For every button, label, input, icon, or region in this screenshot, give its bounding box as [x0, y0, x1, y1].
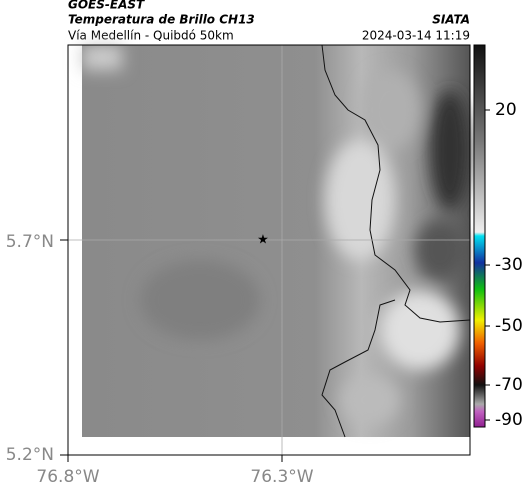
imagery — [82, 44, 471, 438]
colorbar-tick: 20 — [495, 100, 517, 120]
lon-label: 76.3°W — [250, 467, 313, 487]
colorbar-tick: -90 — [495, 410, 523, 430]
map-frame — [67, 44, 471, 456]
colorbar-tick: -50 — [495, 316, 523, 336]
location-marker: ★ — [257, 233, 269, 248]
product: Temperatura de Brillo CH13 — [68, 13, 255, 27]
lat-label: 5.2°N — [6, 445, 54, 465]
colorbar-tick: -70 — [495, 375, 523, 395]
org: SIATA — [432, 13, 470, 27]
route: Vía Medellín - Quibdó 50km — [68, 29, 234, 43]
lat-label: 5.7°N — [6, 232, 54, 252]
colorbar-tick: -30 — [495, 255, 523, 275]
lon-label: 76.8°W — [36, 467, 99, 487]
source: GOES-EAST — [68, 0, 145, 12]
timestamp: 2024-03-14 11:19 — [362, 29, 470, 43]
colorbar — [473, 44, 486, 428]
